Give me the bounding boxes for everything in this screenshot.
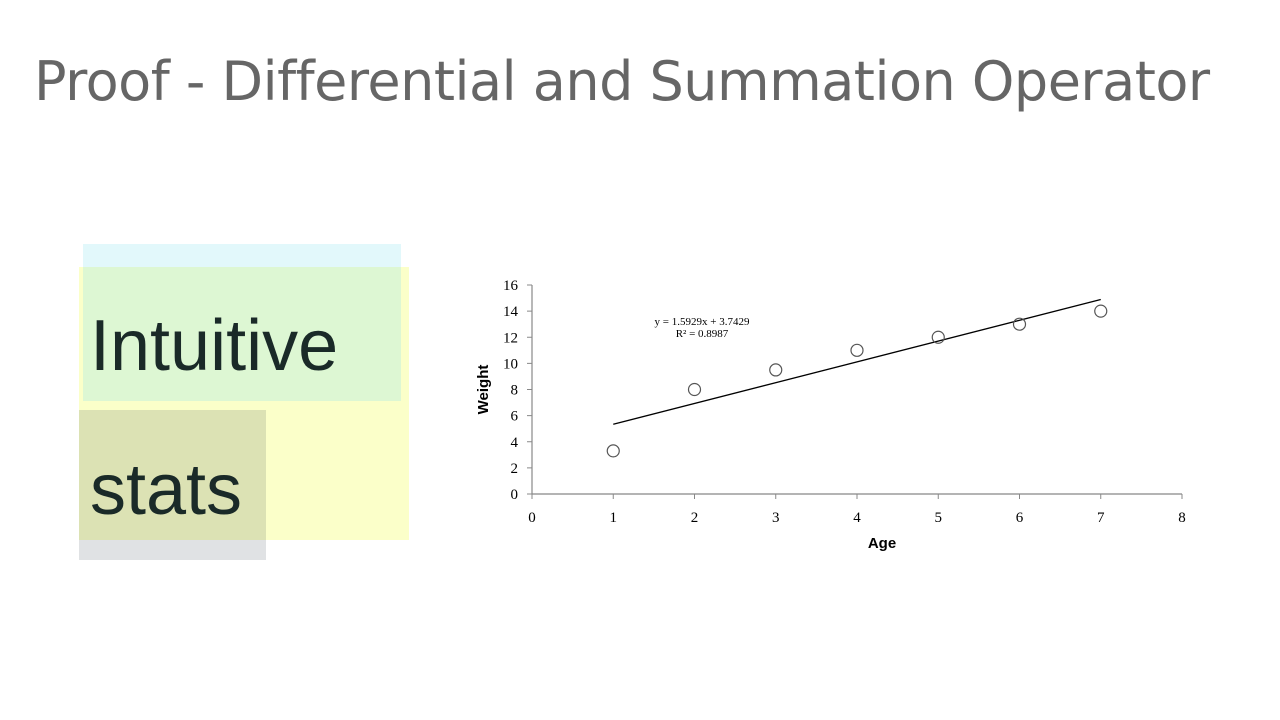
- y-tick-label: 2: [511, 461, 519, 477]
- y-tick-label: 14: [503, 304, 519, 320]
- x-tick-label: 3: [772, 510, 780, 526]
- y-tick-label: 10: [503, 356, 518, 372]
- y-tick-label: 4: [511, 435, 519, 451]
- x-tick-label: 8: [1178, 510, 1186, 526]
- x-tick-label: 1: [610, 510, 618, 526]
- y-axis-title: Weight: [475, 365, 492, 415]
- slide-title: Proof - Differential and Summation Opera…: [34, 50, 1210, 113]
- logo-olive-block: [79, 410, 266, 540]
- data-point: [687, 382, 702, 397]
- x-tick-label: 7: [1097, 510, 1105, 526]
- data-point: [606, 444, 620, 458]
- y-tick-label: 8: [511, 383, 519, 399]
- logo-green-block: [83, 267, 401, 401]
- x-tick-label: 5: [935, 510, 943, 526]
- logo-gray-block: [79, 540, 266, 560]
- logo-word-intuitive: Intuitive: [90, 306, 339, 386]
- x-tick-label: 2: [691, 510, 699, 526]
- data-point: [850, 343, 864, 357]
- logo-word-stats: stats: [90, 450, 243, 530]
- logo-cyan-block: [83, 244, 401, 268]
- y-tick-label: 12: [503, 330, 518, 346]
- trendline-equation: y = 1.5929x + 3.7429: [655, 316, 750, 328]
- y-tick-label: 6: [511, 409, 519, 425]
- data-point: [931, 330, 945, 344]
- x-tick-label: 4: [853, 510, 861, 526]
- data-point: [1012, 317, 1027, 331]
- data-point: [1094, 304, 1108, 318]
- x-tick-label: 0: [528, 510, 536, 526]
- data-point: [769, 363, 783, 377]
- intuitive-stats-logo: Intuitive stats: [79, 244, 409, 560]
- r-squared-label: R² = 0.8987: [676, 328, 729, 340]
- x-tick-label: 6: [1016, 510, 1024, 526]
- trendline: [613, 298, 1101, 425]
- y-tick-label: 0: [511, 487, 519, 503]
- x-axis-title: Age: [868, 535, 896, 552]
- y-tick-label: 16: [503, 278, 519, 294]
